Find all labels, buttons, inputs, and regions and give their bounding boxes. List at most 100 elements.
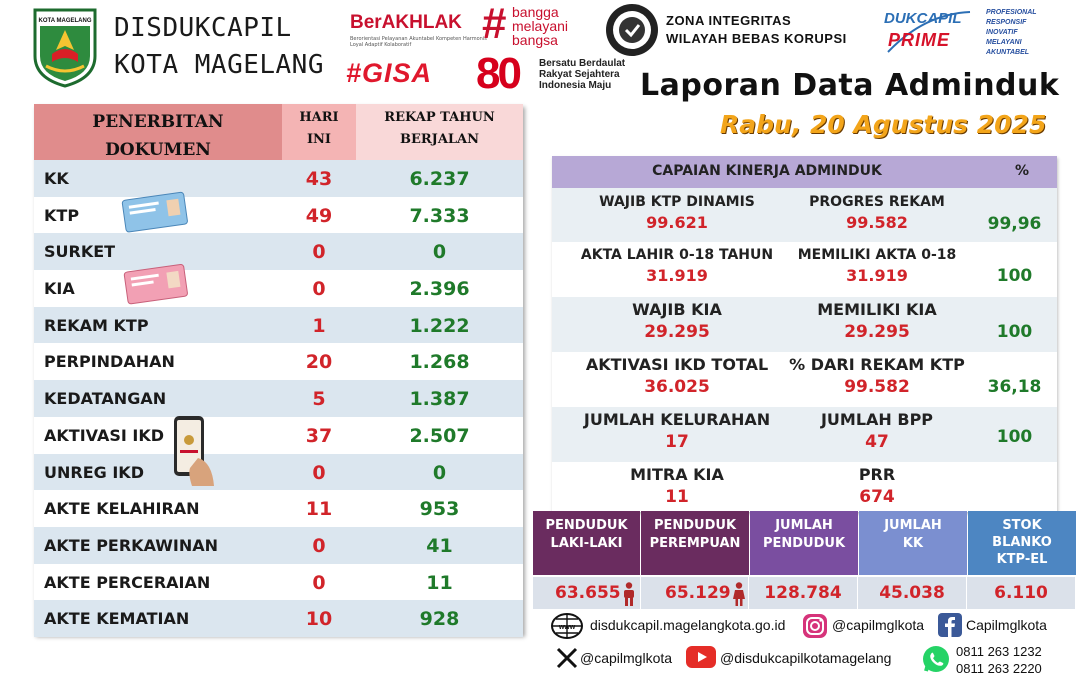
phone-ikd-icon xyxy=(174,416,214,486)
berakhlak-tagline: Berorientasi Pelayanan Akuntabel Kompete… xyxy=(350,36,487,48)
pop-header-text: LAKI-LAKI xyxy=(550,536,623,551)
bangga-line: bangga xyxy=(512,4,559,20)
population-header-blanko: STOK BLANKO KTP-EL xyxy=(968,511,1076,575)
metric-value: 47 xyxy=(865,432,889,452)
doc-name: KTP xyxy=(44,205,80,225)
doc-name: KIA xyxy=(44,279,75,299)
female-figure-icon xyxy=(733,582,745,606)
metric-label: AKTA LAHIR 0-18 TAHUN xyxy=(580,247,774,263)
col-header-document: PENERBITAN DOKUMEN xyxy=(34,104,282,160)
doc-today: 1 xyxy=(312,314,326,337)
prime-bottom-text: PRIME xyxy=(888,30,951,50)
metric-value: 674 xyxy=(859,487,895,507)
facebook-handle[interactable]: Capilmglkota xyxy=(966,617,1047,633)
performance-row: JUMLAH KELURAHAN 17 JUMLAH BPP 47 100 xyxy=(552,407,1057,462)
website-globe-icon: www xyxy=(551,613,583,639)
instagram-icon[interactable] xyxy=(802,613,828,639)
pop-header-text: JUMLAH xyxy=(884,518,942,533)
pop-header-text: KK xyxy=(902,536,924,551)
instagram-handle[interactable]: @capilmglkota xyxy=(832,617,925,633)
doc-name: SURKET xyxy=(44,242,116,262)
value-item: PROFESIONAL xyxy=(986,9,1037,16)
ri80-line: Bersatu Berdaulat xyxy=(539,58,626,69)
metric-percent: 99,96 xyxy=(987,214,1042,234)
col-header-today: HARI INI xyxy=(282,104,356,160)
percent-header: % xyxy=(1014,163,1030,179)
performance-panel: CAPAIAN KINERJA ADMINDUK % WAJIB KTP DIN… xyxy=(552,156,1057,512)
doc-total: 1.387 xyxy=(409,388,470,411)
whatsapp-icon[interactable] xyxy=(920,644,952,674)
document-issuance-table: PENERBITAN DOKUMEN HARI INI REKAP TAHUN … xyxy=(34,104,523,637)
report-date: Rabu, 20 Agustus 2025 xyxy=(720,110,1047,139)
metric-percent: 100 xyxy=(996,322,1033,342)
metric-label: AKTIVASI IKD TOTAL xyxy=(585,355,769,374)
youtube-handle[interactable]: @disdukcapilkotamagelang xyxy=(720,650,892,666)
table-row: AKTE PERCERAIAN 0 11 xyxy=(34,563,523,601)
doc-total: 0 xyxy=(432,461,447,484)
table-row: KIA 0 2.396 xyxy=(34,270,523,307)
zona-integritas-label: ZONA INTEGRITAS WILAYAH BEBAS KORUPSI xyxy=(666,12,847,48)
population-header-kk: JUMLAH KK xyxy=(859,511,967,575)
crest-text: KOTA MAGELANG xyxy=(39,18,92,24)
metric-value: 31.919 xyxy=(646,266,708,285)
phone-number[interactable]: 0811 263 2220 xyxy=(956,661,1042,675)
ri80-tagline: Bersatu Berdaulat Rakyat Sejahtera Indon… xyxy=(539,58,625,91)
metric-label: JUMLAH KELURAHAN xyxy=(583,410,771,429)
population-summary: PENDUDUK LAKI-LAKI PENDUDUK PEREMPUAN JU… xyxy=(533,511,1076,609)
doc-name: AKTE PERCERAIAN xyxy=(44,572,211,592)
doc-total: 953 xyxy=(419,498,460,521)
col-header-text: DOKUMEN xyxy=(105,140,211,160)
bangga-melayani-bangsa-logo: bangga melayani bangsa xyxy=(512,5,568,47)
metric-percent: 100 xyxy=(996,427,1033,447)
col-header-text: HARI xyxy=(299,110,339,125)
doc-total: 7.333 xyxy=(409,204,470,227)
ri80-logo: 80 xyxy=(476,49,522,98)
metric-value: 99.582 xyxy=(846,213,908,232)
doc-name: AKTE PERKAWINAN xyxy=(44,535,218,555)
value-item: RESPONSIF xyxy=(986,19,1027,26)
doc-name: AKTIVASI IKD xyxy=(44,425,165,445)
col-header-text: BERJALAN xyxy=(399,132,480,147)
pop-header-text: STOK xyxy=(1002,518,1042,533)
dukcapil-prime-logo: DUKCAPIL PRIME xyxy=(884,8,974,60)
doc-total: 2.507 xyxy=(409,424,470,447)
pop-header-text: PENDUDUK xyxy=(762,536,846,551)
youtube-icon[interactable] xyxy=(686,646,716,668)
table-row: KK 43 6.237 xyxy=(34,160,523,197)
pop-header-text: JUMLAH xyxy=(775,518,833,533)
table-row: KTP 49 7.333 xyxy=(34,196,523,234)
metric-label: MEMILIKI AKTA 0-18 xyxy=(797,247,957,263)
kota-magelang-crest-icon: KOTA MAGELANG xyxy=(33,8,97,88)
doc-today: 0 xyxy=(312,534,326,557)
pop-header-text: KTP-EL xyxy=(996,552,1048,567)
doc-total: 0 xyxy=(432,241,447,264)
agency-name: DISDUKCAPIL KOTA MAGELANG xyxy=(114,10,324,84)
doc-name: REKAM KTP xyxy=(44,315,149,335)
website-link[interactable]: disdukcapil.magelangkota.go.id xyxy=(590,617,786,633)
population-header-total: JUMLAH PENDUDUK xyxy=(750,511,858,575)
x-twitter-icon[interactable] xyxy=(556,647,578,669)
performance-row: AKTA LAHIR 0-18 TAHUN 31.919 MEMILIKI AK… xyxy=(552,242,1057,297)
metric-label: % DARI REKAM KTP xyxy=(789,355,965,374)
zona-integritas-badge-icon xyxy=(606,4,658,56)
doc-today: 49 xyxy=(305,204,333,227)
doc-name: AKTE KEMATIAN xyxy=(44,609,190,629)
doc-today: 37 xyxy=(305,424,333,447)
pop-value: 63.655 xyxy=(555,583,621,603)
table-row: UNREG IKD 0 0 xyxy=(34,453,523,491)
gisa-logo: #GISA xyxy=(346,58,433,88)
value-item: INOVATIF xyxy=(986,29,1018,36)
report-title: Laporan Data Adminduk xyxy=(640,68,1060,103)
phone-number[interactable]: 0811 263 1232 xyxy=(956,644,1042,659)
facebook-icon[interactable] xyxy=(938,613,962,637)
doc-name: PERPINDAHAN xyxy=(44,352,175,372)
metric-value: 31.919 xyxy=(846,266,908,285)
metric-label: WAJIB KTP DINAMIS xyxy=(599,194,755,210)
male-figure-icon xyxy=(624,582,634,606)
doc-total: 41 xyxy=(426,534,453,557)
doc-today: 0 xyxy=(312,278,326,301)
performance-title: CAPAIAN KINERJA ADMINDUK xyxy=(652,163,882,179)
metric-value: 99.621 xyxy=(646,213,708,232)
pop-value: 65.129 xyxy=(665,583,731,603)
x-handle[interactable]: @capilmglkota xyxy=(580,650,673,666)
